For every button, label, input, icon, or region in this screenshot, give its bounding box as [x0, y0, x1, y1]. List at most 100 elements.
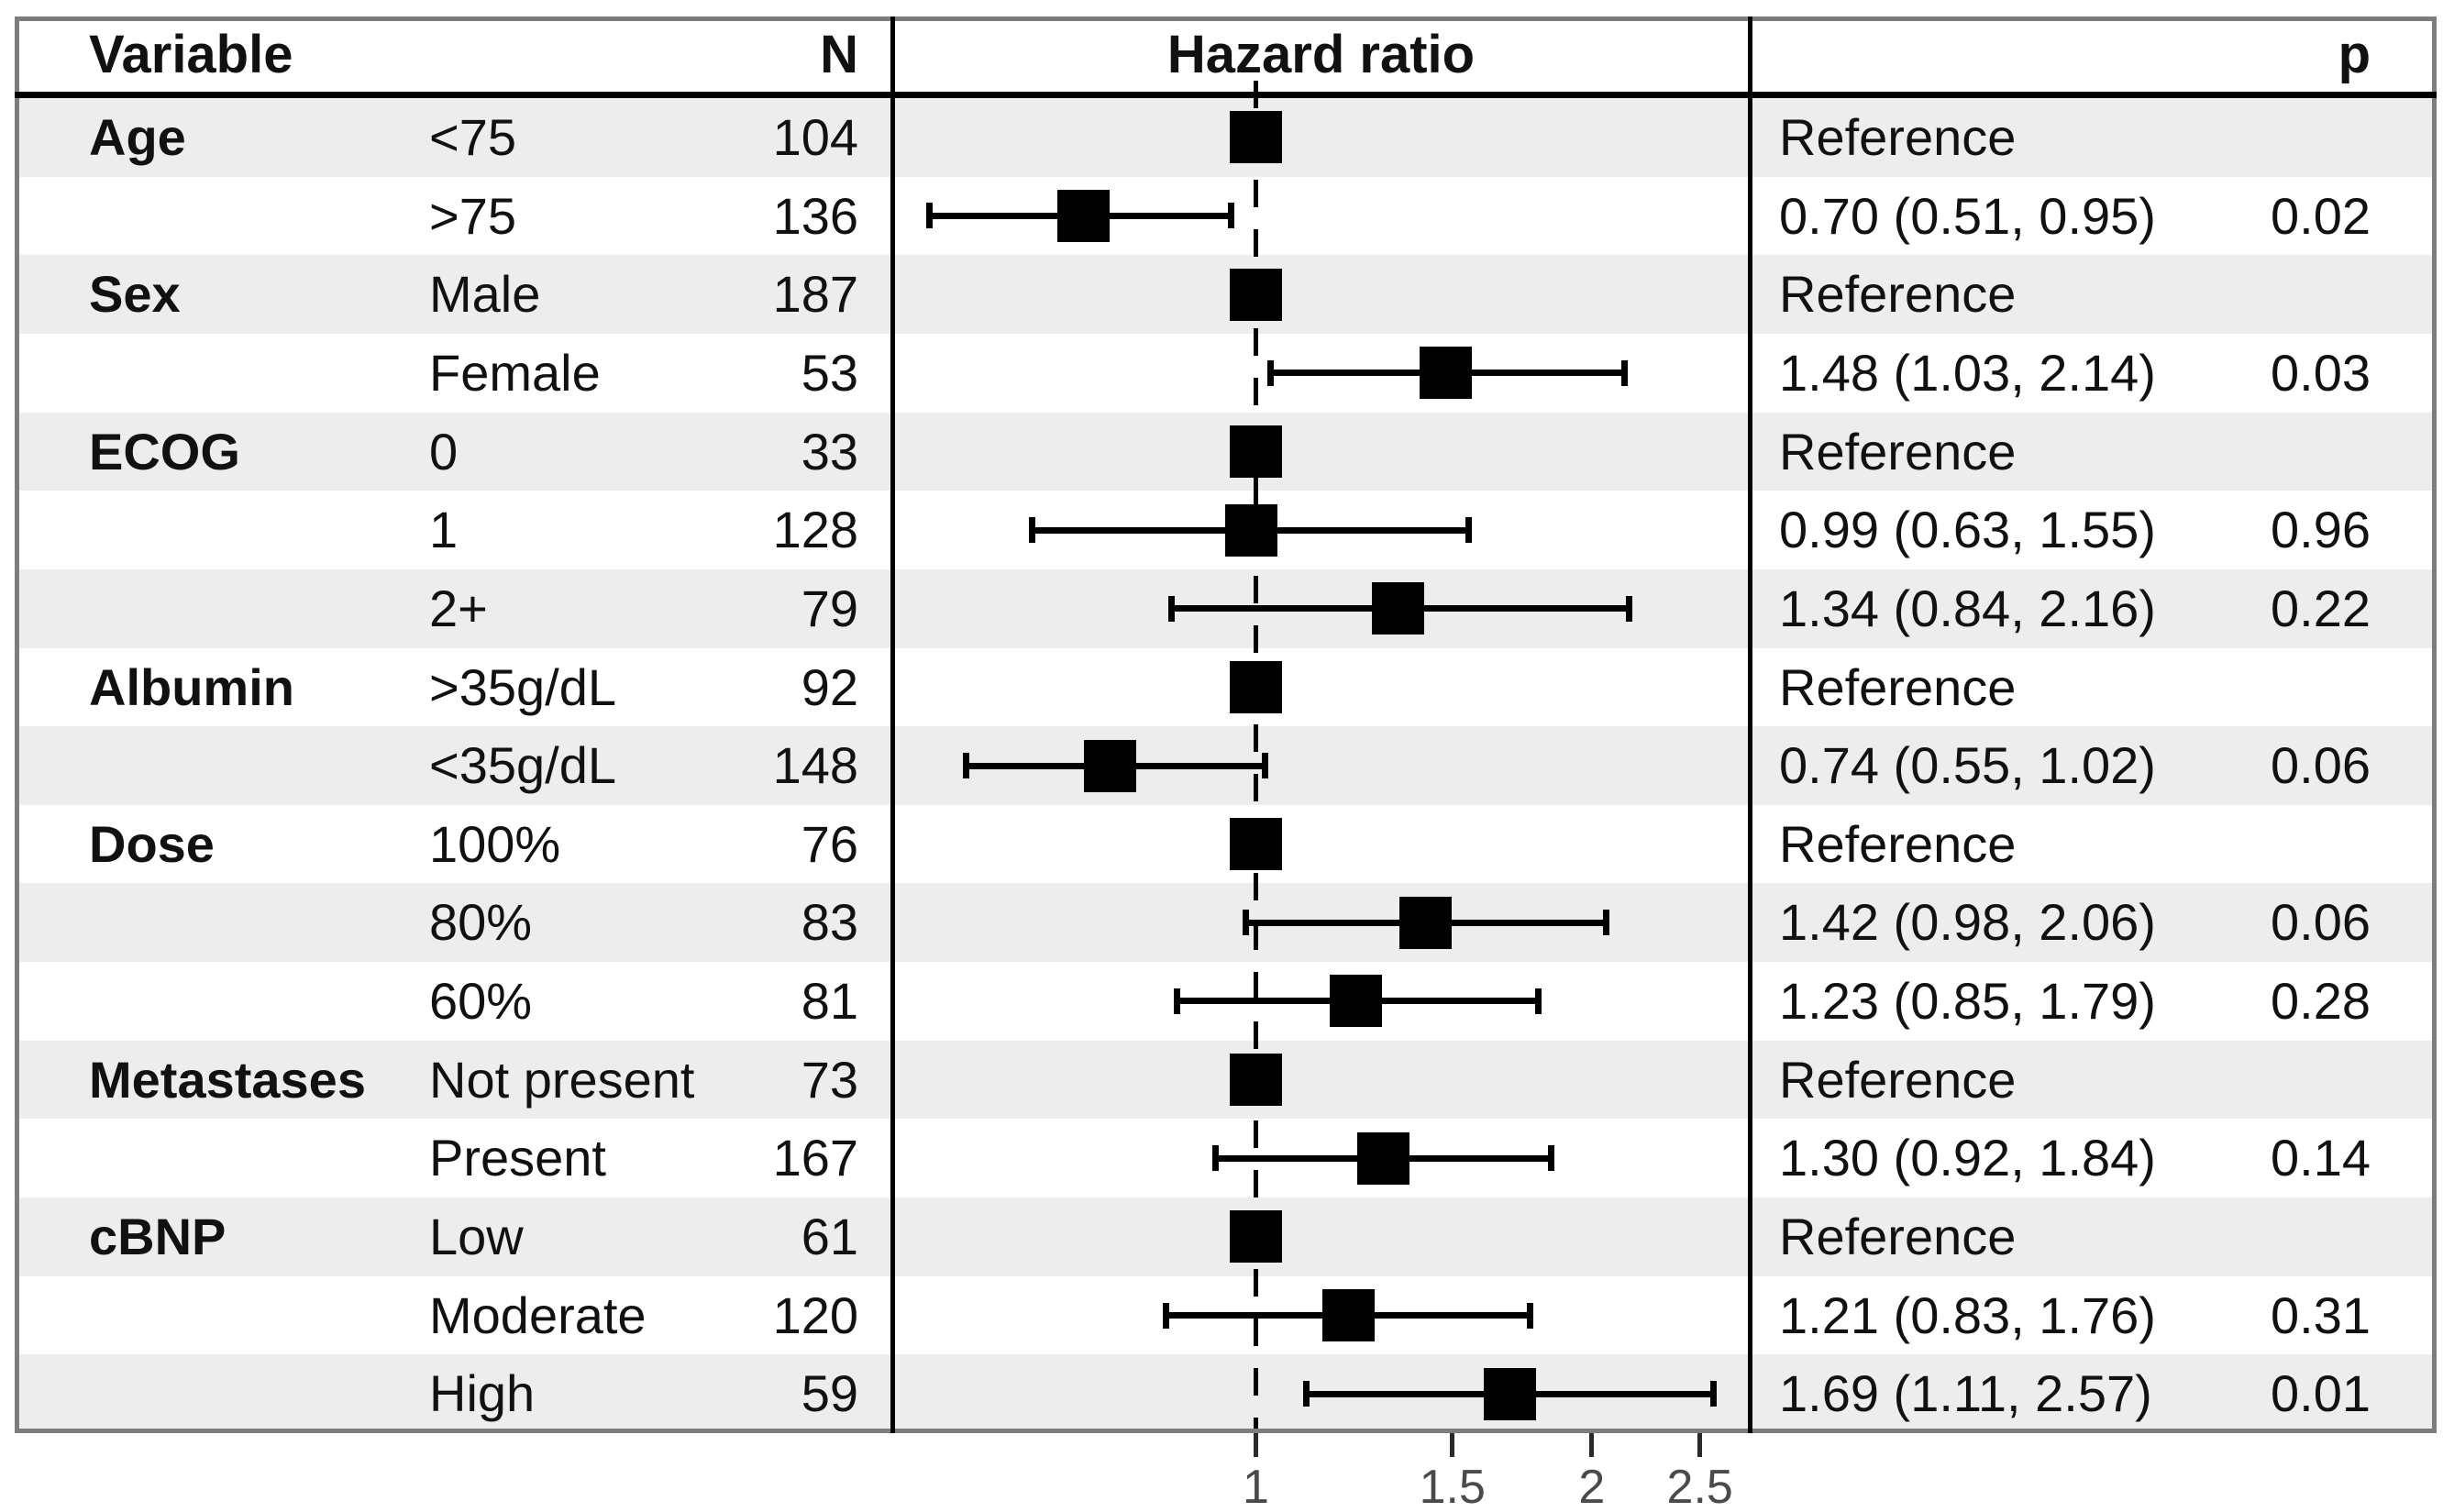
estimate-value: 1.30 (0.92, 1.84)	[1779, 1129, 2156, 1187]
group-label: Albumin	[89, 657, 294, 716]
axis-tick-label: 1.5	[1419, 1461, 1486, 1512]
level-label: 1	[429, 501, 459, 559]
header-variable: Variable	[89, 25, 293, 84]
row-stripe	[19, 1197, 2432, 1276]
level-label: >75	[429, 186, 516, 245]
level-label: Moderate	[429, 1286, 647, 1344]
n-value: 53	[801, 343, 858, 402]
row-stripe	[19, 412, 2432, 491]
level-label: Male	[429, 265, 541, 324]
group-label: ECOG	[89, 422, 240, 480]
hr-point-marker	[1224, 503, 1277, 557]
estimate-value: 1.69 (1.11, 2.57)	[1779, 1364, 2152, 1423]
ci-cap-right	[1227, 203, 1234, 229]
n-value: 81	[801, 972, 858, 1031]
n-value: 104	[772, 108, 858, 166]
hr-point-marker	[1321, 1289, 1375, 1342]
axis-tick-label: 2	[1578, 1461, 1606, 1512]
p-value: 0.02	[2271, 186, 2371, 245]
hr-point-marker	[1399, 896, 1453, 949]
estimate-value: 1.34 (0.84, 2.16)	[1779, 579, 2156, 637]
hr-point-marker	[1230, 818, 1282, 871]
estimate-value: Reference	[1779, 1208, 2017, 1266]
hr-point-marker	[1356, 1131, 1409, 1185]
group-label: Sex	[89, 265, 181, 324]
hr-point-marker	[1230, 1210, 1282, 1264]
level-label: 60%	[429, 972, 533, 1031]
group-label: Dose	[89, 814, 215, 873]
ci-cap-left	[1266, 359, 1274, 386]
ci-cap-left	[963, 753, 970, 778]
p-value: 0.28	[2271, 972, 2371, 1031]
hr-point-marker	[1230, 111, 1282, 164]
frame-left	[15, 17, 19, 1433]
n-value: 79	[801, 579, 858, 637]
level-label: Female	[429, 343, 601, 402]
estimate-value: 0.70 (0.51, 0.95)	[1779, 186, 2156, 245]
divider-n-plot	[890, 17, 895, 1433]
ci-cap-right	[1548, 1145, 1555, 1172]
level-label: <35g/dL	[429, 736, 616, 795]
ci-cap-left	[926, 203, 934, 229]
row-stripe	[19, 1354, 2432, 1433]
ci-cap-left	[1211, 1145, 1219, 1172]
divider-plot-est	[1748, 17, 1752, 1433]
n-value: 136	[772, 186, 858, 245]
hr-point-marker	[1230, 1054, 1282, 1107]
p-value: 0.01	[2271, 1364, 2371, 1423]
estimate-value: 1.42 (0.98, 2.06)	[1779, 893, 2156, 952]
ci-cap-right	[1534, 988, 1542, 1014]
estimate-value: Reference	[1779, 814, 2017, 873]
header-separator	[15, 92, 2437, 98]
ci-cap-left	[1303, 1381, 1310, 1407]
p-value: 0.96	[2271, 501, 2371, 559]
level-label: 2+	[429, 579, 488, 637]
n-value: 76	[801, 814, 858, 873]
header-hazard-ratio: Hazard ratio	[1166, 25, 1476, 84]
estimate-value: Reference	[1779, 1050, 2017, 1109]
level-label: Present	[429, 1129, 606, 1187]
axis-tick	[1254, 1433, 1258, 1457]
n-value: 61	[801, 1208, 858, 1266]
row-stripe	[19, 255, 2432, 334]
hr-point-marker	[1330, 975, 1383, 1028]
hr-point-marker	[1230, 268, 1282, 321]
hr-point-marker	[1420, 347, 1473, 400]
level-label: Not present	[429, 1050, 695, 1109]
ci-cap-right	[1465, 517, 1472, 544]
n-value: 167	[772, 1129, 858, 1187]
frame-top	[15, 17, 2437, 21]
frame-right	[2432, 17, 2437, 1433]
ci-cap-right	[1602, 910, 1609, 936]
ci-cap-right	[1262, 753, 1269, 778]
ci-cap-left	[1167, 595, 1175, 622]
axis-tick-label: 1	[1243, 1461, 1269, 1512]
level-label: 0	[429, 422, 459, 480]
ci-cap-right	[1526, 1302, 1533, 1329]
ci-cap-left	[1243, 910, 1250, 936]
row-stripe	[19, 1040, 2432, 1120]
estimate-value: 0.99 (0.63, 1.55)	[1779, 501, 2156, 559]
group-label: Metastases	[89, 1050, 366, 1109]
hr-point-marker	[1230, 660, 1282, 713]
p-value: 0.22	[2271, 579, 2371, 637]
n-value: 128	[772, 501, 858, 559]
header-n: N	[820, 25, 858, 84]
hr-point-marker	[1230, 425, 1282, 478]
reference-line	[1254, 81, 1258, 1433]
level-label: Low	[429, 1208, 524, 1266]
n-value: 187	[772, 265, 858, 324]
p-value: 0.03	[2271, 343, 2371, 402]
n-value: 83	[801, 893, 858, 952]
p-value: 0.31	[2271, 1286, 2371, 1344]
level-label: <75	[429, 108, 516, 166]
estimate-value: Reference	[1779, 265, 2017, 324]
estimate-value: Reference	[1779, 422, 2017, 480]
axis-tick	[1450, 1433, 1455, 1457]
axis-tick	[1589, 1433, 1595, 1457]
ci-cap-right	[1625, 595, 1632, 622]
n-value: 120	[772, 1286, 858, 1344]
level-label: 80%	[429, 893, 533, 952]
estimate-value: Reference	[1779, 108, 2017, 166]
